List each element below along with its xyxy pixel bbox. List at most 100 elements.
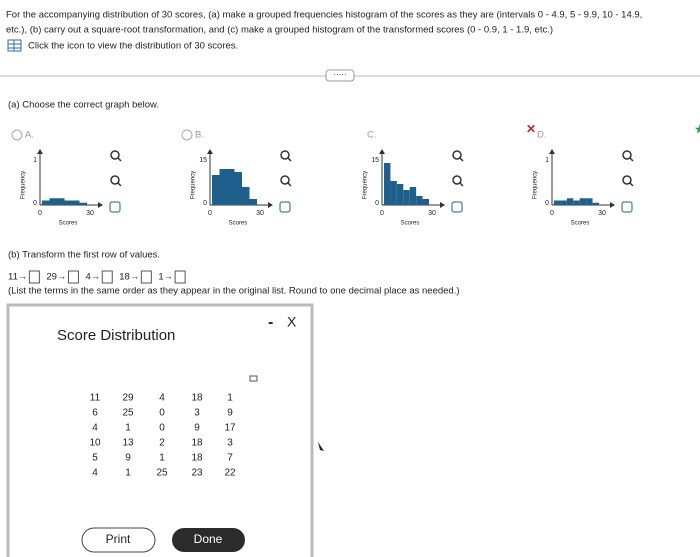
- answer-box[interactable]: [28, 270, 40, 284]
- x-axis-label: Scores: [59, 221, 78, 227]
- histogram-bar: [242, 187, 250, 205]
- zoom-handle: [117, 157, 122, 162]
- table-cell: 18: [191, 438, 203, 449]
- cursor: [318, 442, 324, 451]
- x-tick-label: 30: [86, 210, 94, 217]
- histogram-bar: [396, 184, 404, 205]
- histogram-bar: [560, 200, 567, 205]
- arrow: [379, 149, 385, 154]
- open-icon[interactable]: [109, 201, 121, 213]
- link-text[interactable]: Click the icon to view the distribution …: [28, 41, 238, 52]
- open-icon[interactable]: [279, 201, 291, 213]
- table-cell: 18: [191, 393, 203, 404]
- table-cell: 18: [191, 453, 203, 464]
- value-label: 29→: [46, 272, 66, 283]
- arrow: [549, 149, 555, 154]
- x-axis-label: Scores: [571, 221, 590, 227]
- histogram-bar: [234, 172, 242, 205]
- answer-box[interactable]: [101, 270, 113, 284]
- table-cell: 9: [125, 453, 131, 464]
- table-cell: 6: [92, 408, 98, 419]
- table-cell: 4: [92, 423, 98, 434]
- table-cell: 7: [227, 453, 233, 464]
- histogram-bar: [219, 169, 227, 205]
- radio[interactable]: [181, 129, 193, 141]
- open-icon[interactable]: [451, 201, 463, 213]
- done-button[interactable]: [172, 528, 245, 552]
- x-tick-label: 0: [208, 210, 212, 217]
- histogram-bar: [579, 198, 587, 205]
- zoom-icon[interactable]: [280, 175, 290, 185]
- table-cell: 1: [125, 423, 131, 434]
- table-cell: 11: [90, 393, 101, 404]
- histogram-bar: [64, 200, 72, 205]
- zoom-handle: [459, 182, 464, 187]
- table-cell: 9: [227, 408, 233, 419]
- table-cell: 10: [89, 438, 101, 449]
- table-cell: 22: [224, 468, 236, 479]
- done-label: Done: [194, 532, 223, 546]
- x-axis-label: Scores: [229, 221, 248, 227]
- value-label: 11→: [8, 272, 27, 283]
- table-cell: 2: [159, 438, 165, 449]
- y-axis-label: Frequency: [363, 171, 369, 199]
- prompt: (a) Choose the correct graph below.: [8, 100, 159, 111]
- value-label: 18→: [119, 272, 139, 283]
- x-tick-label: 0: [380, 210, 384, 217]
- close[interactable]: X: [287, 314, 297, 330]
- open-icon[interactable]: [621, 201, 633, 213]
- note: (List the terms in the same order as the…: [8, 286, 460, 297]
- histogram-bar: [79, 202, 87, 205]
- answer-box[interactable]: [67, 270, 79, 284]
- zoom-icon[interactable]: [110, 150, 120, 160]
- zoom-icon[interactable]: [452, 150, 462, 160]
- arrow: [610, 202, 615, 208]
- zoom-icon[interactable]: [280, 150, 290, 160]
- table-cell: 29: [122, 393, 134, 404]
- histogram-bar: [42, 200, 50, 205]
- histogram-bar: [573, 200, 580, 205]
- x-tick-label: 30: [428, 210, 436, 217]
- histogram-bar: [422, 199, 429, 205]
- popup: [6, 303, 314, 557]
- zoom-handle: [459, 157, 464, 162]
- x-tick-label: 0: [550, 210, 554, 217]
- histogram-bar: [403, 190, 410, 205]
- y-tick-label: 0: [545, 200, 549, 207]
- histogram-bar: [57, 198, 65, 205]
- y-axis-label: Frequency: [533, 171, 539, 199]
- print-label: Print: [106, 532, 131, 546]
- arrow: [268, 202, 273, 208]
- selected-star: ★: [694, 121, 700, 136]
- x-tick-label: 30: [256, 210, 264, 217]
- zoom-icon[interactable]: [622, 175, 632, 185]
- table-cell: 0: [159, 423, 165, 434]
- x-axis-label: Scores: [401, 221, 420, 227]
- radio[interactable]: [11, 129, 23, 141]
- answer-box[interactable]: [174, 270, 186, 284]
- table-cell: 0: [159, 408, 165, 419]
- y-tick-label: 15: [199, 157, 207, 164]
- answer-box[interactable]: [140, 270, 152, 284]
- zoom-icon[interactable]: [622, 150, 632, 160]
- histogram-bar: [227, 169, 235, 205]
- value-label: 1→: [158, 272, 173, 283]
- table-cell: 9: [194, 423, 200, 434]
- print-button[interactable]: [81, 527, 156, 553]
- y-tick-label: 0: [375, 200, 379, 207]
- x-tick-label: 0: [38, 210, 42, 217]
- histogram-bar: [409, 187, 417, 205]
- copy-icon[interactable]: [249, 375, 258, 382]
- expand-button[interactable]: [325, 69, 355, 82]
- arrow: [440, 202, 445, 208]
- zoom-handle: [629, 182, 634, 187]
- minimize[interactable]: -: [268, 314, 273, 331]
- table-cell: 17: [224, 423, 236, 434]
- zoom-icon[interactable]: [110, 175, 120, 185]
- y-tick-label: 0: [33, 200, 37, 207]
- table-cell: 1: [125, 468, 131, 479]
- y-tick-label: 1: [33, 157, 37, 164]
- instructions: etc.), (b) carry out a square-root trans…: [6, 25, 553, 36]
- table-cell: 4: [159, 393, 165, 404]
- zoom-icon[interactable]: [452, 175, 462, 185]
